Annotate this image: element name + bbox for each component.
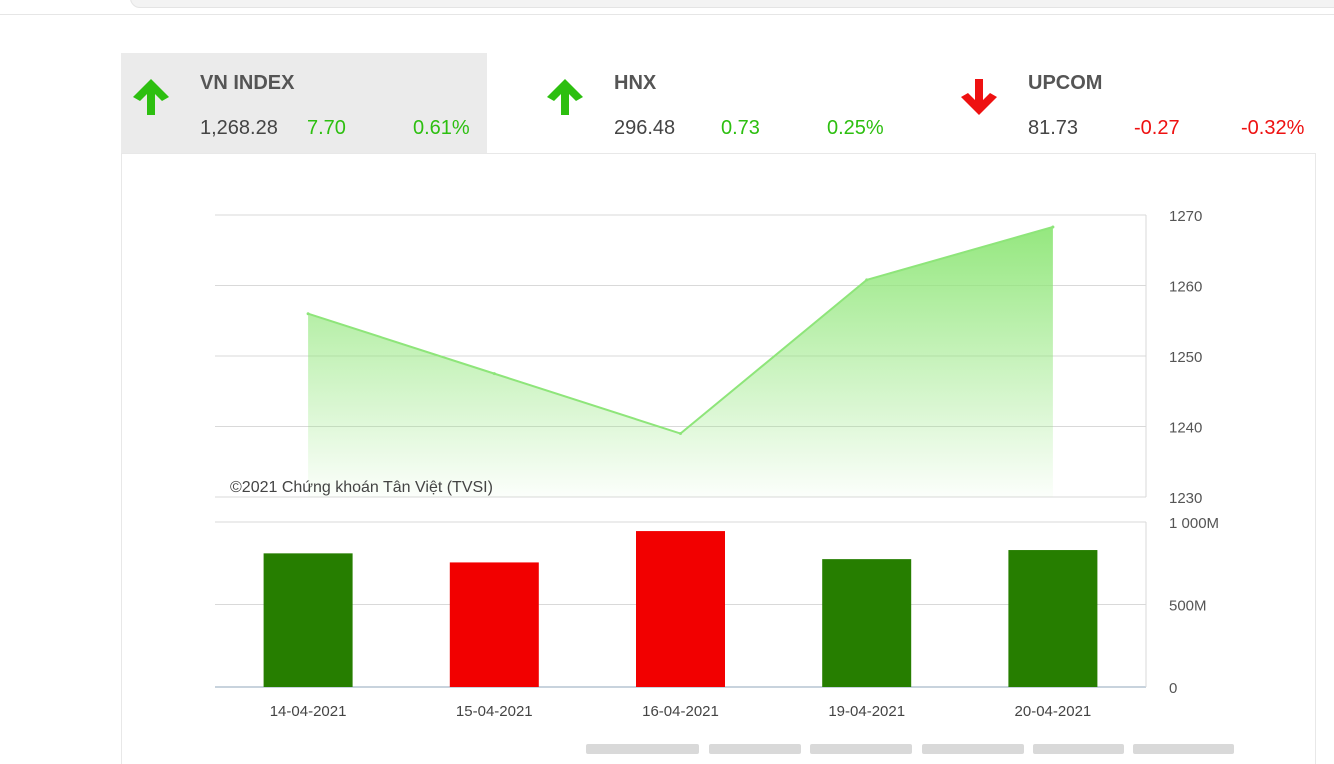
- index-change: 0.73: [721, 117, 760, 139]
- top-search-bar: [0, 0, 1334, 15]
- tab-vn-index[interactable]: VN INDEX 1,268.28 7.70 0.61%: [121, 53, 487, 153]
- index-name: HNX: [614, 72, 657, 94]
- index-value: 296.48: [614, 117, 676, 139]
- data-point[interactable]: [492, 372, 496, 376]
- y-tick-label: 0: [1169, 680, 1177, 697]
- bottom-tab[interactable]: [1033, 744, 1124, 754]
- tab-hnx[interactable]: HNX 296.48 0.73 0.25%: [535, 53, 901, 153]
- data-point[interactable]: [1051, 225, 1055, 229]
- y-tick-label: 1250: [1169, 349, 1202, 366]
- x-tick-label: 19-04-2021: [828, 703, 905, 720]
- area-fill: [308, 226, 1053, 498]
- y-tick-label: 500M: [1169, 598, 1207, 615]
- arrow-up-icon: [133, 79, 169, 115]
- data-point[interactable]: [306, 312, 310, 316]
- data-point[interactable]: [679, 432, 682, 436]
- volume-bar[interactable]: [822, 559, 912, 687]
- arrow-up-icon: [547, 79, 583, 115]
- index-value: 1,268.28: [200, 117, 278, 139]
- index-percent: 0.61%: [413, 117, 470, 139]
- index-percent: 0.25%: [827, 117, 884, 139]
- copyright-annotation: ©2021 Chứng khoán Tân Việt (TVSI): [230, 479, 493, 496]
- y-tick-label: 1270: [1169, 208, 1202, 225]
- tab-upcom[interactable]: UPCOM 81.73 -0.27 -0.32%: [949, 53, 1334, 153]
- bottom-tab[interactable]: [586, 744, 699, 754]
- index-name: VN INDEX: [200, 72, 295, 94]
- data-point[interactable]: [865, 278, 869, 282]
- bottom-tab[interactable]: [709, 744, 801, 754]
- x-tick-label: 20-04-2021: [1015, 703, 1092, 720]
- index-name: UPCOM: [1028, 72, 1103, 94]
- bottom-tab[interactable]: [922, 744, 1024, 754]
- volume-bar[interactable]: [263, 553, 353, 687]
- y-tick-label: 1230: [1169, 490, 1202, 507]
- x-tick-label: 16-04-2021: [642, 703, 719, 720]
- y-tick-label: 1 000M: [1169, 515, 1219, 532]
- index-change: 7.70: [307, 117, 346, 139]
- bottom-tab[interactable]: [1133, 744, 1234, 754]
- volume-bar[interactable]: [449, 562, 539, 687]
- y-tick-label: 1260: [1169, 279, 1202, 296]
- arrow-down-icon: [961, 79, 997, 115]
- y-tick-label: 1240: [1169, 420, 1202, 437]
- index-tabs: VN INDEX 1,268.28 7.70 0.61% HNX 296.48 …: [121, 53, 1334, 153]
- index-value: 81.73: [1028, 117, 1079, 139]
- index-change: -0.27: [1134, 117, 1180, 139]
- index-percent: -0.32%: [1241, 117, 1305, 139]
- bottom-tab[interactable]: [810, 744, 912, 754]
- x-tick-label: 15-04-2021: [456, 703, 533, 720]
- x-tick-label: 14-04-2021: [270, 703, 347, 720]
- volume-bar[interactable]: [636, 531, 725, 687]
- volume-bar[interactable]: [1008, 550, 1098, 687]
